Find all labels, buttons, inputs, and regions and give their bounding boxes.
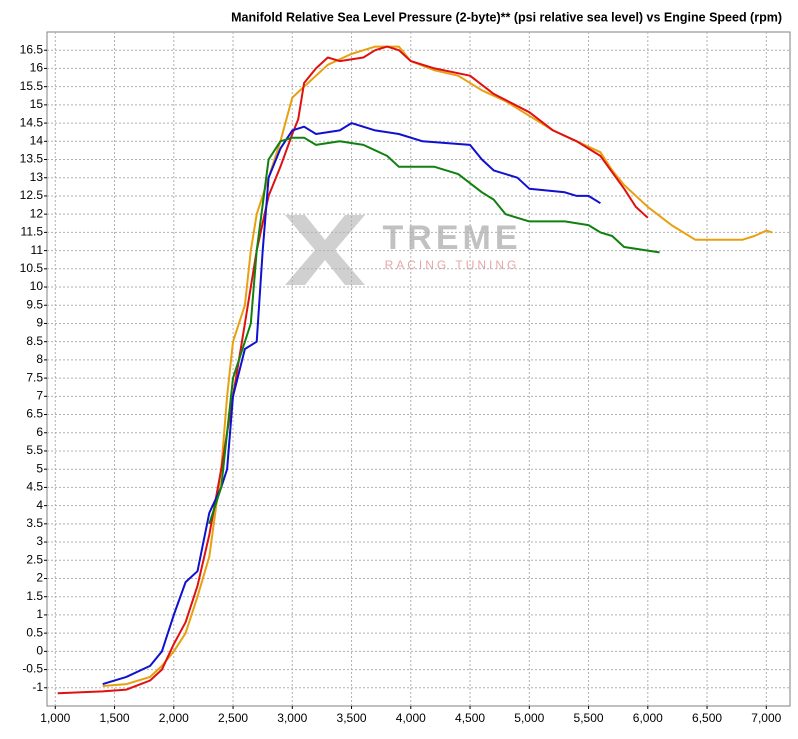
y-tick-label: 6 (36, 425, 43, 439)
watermark: TREME (383, 219, 522, 257)
x-tick-label: 5,500 (574, 711, 604, 725)
y-tick-label: 8 (36, 352, 43, 366)
series-line (102, 122, 601, 686)
y-tick-label: 0.5 (26, 625, 43, 639)
x-tick-label: 2,000 (159, 711, 189, 725)
y-tick-label: -0.5 (22, 662, 43, 676)
y-tick-label: 15.5 (20, 79, 44, 93)
y-tick-label: 8.5 (26, 334, 43, 348)
watermark-sub: RACING TUNING (385, 258, 520, 272)
y-tick-label: 15 (30, 97, 44, 111)
x-tick-label: 4,500 (455, 711, 485, 725)
y-tick-label: 5.5 (26, 443, 43, 457)
x-tick-label: 1,500 (100, 711, 130, 725)
y-tick-label: 2 (36, 571, 43, 585)
y-tick-label: 1.5 (26, 589, 43, 603)
x-tick-label: 4,000 (396, 711, 426, 725)
y-tick-label: 2.5 (26, 552, 43, 566)
y-tick-label: 10 (30, 279, 44, 293)
y-tick-label: 16.5 (20, 42, 44, 56)
y-tick-label: 1 (36, 607, 43, 621)
y-tick-label: 12 (30, 206, 44, 220)
x-tick-label: 7,000 (751, 711, 781, 725)
chart-title: Manifold Relative Sea Level Pressure (2-… (231, 10, 782, 24)
y-tick-label: 7.5 (26, 370, 43, 384)
y-tick-label: 11.5 (21, 225, 44, 239)
y-tick-label: 3 (36, 534, 43, 548)
y-tick-label: 14.5 (20, 115, 44, 129)
x-tick-label: 3,000 (277, 711, 307, 725)
series-line (208, 136, 660, 525)
y-tick-label: 9 (36, 316, 43, 330)
y-tick-label: 12.5 (20, 188, 44, 202)
x-tick-label: 5,000 (514, 711, 544, 725)
y-tick-label: 7 (36, 388, 43, 402)
y-tick-label: 13.5 (20, 152, 44, 166)
y-tick-label: 4 (36, 498, 43, 512)
y-tick-label: 11 (31, 243, 44, 257)
y-tick-label: 14 (30, 133, 44, 147)
series-line (102, 45, 773, 687)
y-tick-label: 9.5 (26, 297, 43, 311)
y-tick-label: 3.5 (26, 516, 43, 530)
x-tick-label: 2,500 (218, 711, 248, 725)
x-tick-label: 6,500 (692, 711, 722, 725)
y-tick-label: 0 (36, 644, 43, 658)
y-tick-label: -1 (32, 680, 43, 694)
x-tick-label: 1,000 (40, 711, 70, 725)
x-tick-label: 3,500 (337, 711, 367, 725)
y-tick-label: 6.5 (26, 407, 43, 421)
grid (47, 32, 790, 706)
y-tick-label: 10.5 (20, 261, 44, 275)
series-line (57, 45, 649, 695)
y-tick-label: 5 (36, 461, 43, 475)
x-tick-label: 6,000 (633, 711, 663, 725)
y-tick-label: 4.5 (26, 480, 43, 494)
y-tick-label: 16 (30, 61, 44, 75)
plot-area (46, 31, 791, 707)
y-tick-label: 13 (30, 170, 44, 184)
